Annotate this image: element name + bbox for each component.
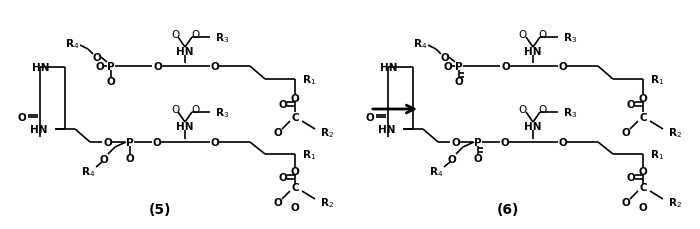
Text: O: O	[274, 197, 282, 207]
Text: O: O	[104, 137, 113, 147]
Text: O: O	[171, 105, 179, 114]
Text: HN: HN	[176, 121, 194, 131]
Text: O: O	[211, 137, 219, 147]
Text: O: O	[502, 62, 510, 72]
Text: O: O	[191, 30, 199, 40]
Text: O: O	[18, 112, 27, 123]
Text: O: O	[290, 166, 300, 176]
Text: HN: HN	[524, 121, 542, 131]
Text: R$_2$: R$_2$	[668, 125, 682, 139]
Text: O: O	[365, 112, 375, 123]
Text: R$_4$: R$_4$	[65, 37, 79, 51]
Text: R$_1$: R$_1$	[650, 147, 664, 161]
Text: HN: HN	[378, 124, 395, 134]
Text: O: O	[622, 197, 631, 207]
Text: O: O	[153, 62, 162, 72]
Text: R$_4$: R$_4$	[81, 164, 95, 178]
Text: O: O	[638, 202, 648, 212]
Text: O: O	[444, 62, 452, 72]
Text: P: P	[107, 62, 115, 72]
Text: C: C	[639, 112, 647, 123]
Text: P: P	[126, 137, 134, 147]
Text: O: O	[290, 202, 300, 212]
Text: O: O	[274, 128, 282, 137]
Text: R$_1$: R$_1$	[302, 147, 316, 161]
Text: O: O	[279, 172, 288, 182]
Text: HN: HN	[30, 124, 48, 134]
Text: O: O	[452, 137, 461, 147]
Text: HN: HN	[524, 47, 542, 57]
Text: O: O	[96, 62, 104, 72]
Text: R$_2$: R$_2$	[320, 195, 334, 209]
Text: R$_3$: R$_3$	[215, 106, 229, 119]
Text: HN: HN	[380, 63, 398, 73]
Text: R$_2$: R$_2$	[320, 125, 334, 139]
Text: O: O	[279, 100, 288, 109]
Text: (5): (5)	[149, 202, 172, 216]
Text: O: O	[92, 53, 102, 63]
Text: O: O	[559, 137, 568, 147]
Text: O: O	[539, 105, 547, 114]
Text: O: O	[447, 154, 456, 164]
Text: R$_3$: R$_3$	[563, 31, 578, 45]
Text: R$_4$: R$_4$	[429, 164, 443, 178]
Text: O: O	[153, 137, 162, 147]
Text: O: O	[171, 30, 179, 40]
Text: O: O	[106, 77, 116, 87]
Text: O: O	[440, 53, 449, 63]
Text: O: O	[500, 137, 510, 147]
Text: O: O	[211, 62, 219, 72]
Text: HN: HN	[32, 63, 50, 73]
Text: HN: HN	[176, 47, 194, 57]
Text: R$_1$: R$_1$	[650, 73, 664, 87]
Text: (6): (6)	[497, 202, 519, 216]
Text: O: O	[519, 30, 527, 40]
Text: O: O	[519, 105, 527, 114]
Text: O: O	[99, 154, 108, 164]
Text: O: O	[539, 30, 547, 40]
Text: O: O	[290, 94, 300, 104]
Text: C: C	[639, 182, 647, 192]
Text: R$_3$: R$_3$	[563, 106, 578, 119]
Text: O: O	[626, 172, 636, 182]
Text: C: C	[291, 182, 299, 192]
Text: O: O	[454, 77, 463, 87]
Text: R$_3$: R$_3$	[215, 31, 229, 45]
Text: O: O	[638, 166, 648, 176]
Text: O: O	[474, 153, 482, 163]
Text: O: O	[191, 105, 199, 114]
Text: O: O	[626, 100, 636, 109]
Text: O: O	[559, 62, 568, 72]
Text: R$_4$: R$_4$	[413, 37, 427, 51]
Text: R$_1$: R$_1$	[302, 73, 316, 87]
Text: O: O	[622, 128, 631, 137]
Text: O: O	[638, 94, 648, 104]
Text: P: P	[474, 137, 482, 147]
Text: C: C	[291, 112, 299, 123]
Text: O: O	[125, 153, 134, 163]
Text: R$_2$: R$_2$	[668, 195, 682, 209]
Text: P: P	[455, 62, 463, 72]
